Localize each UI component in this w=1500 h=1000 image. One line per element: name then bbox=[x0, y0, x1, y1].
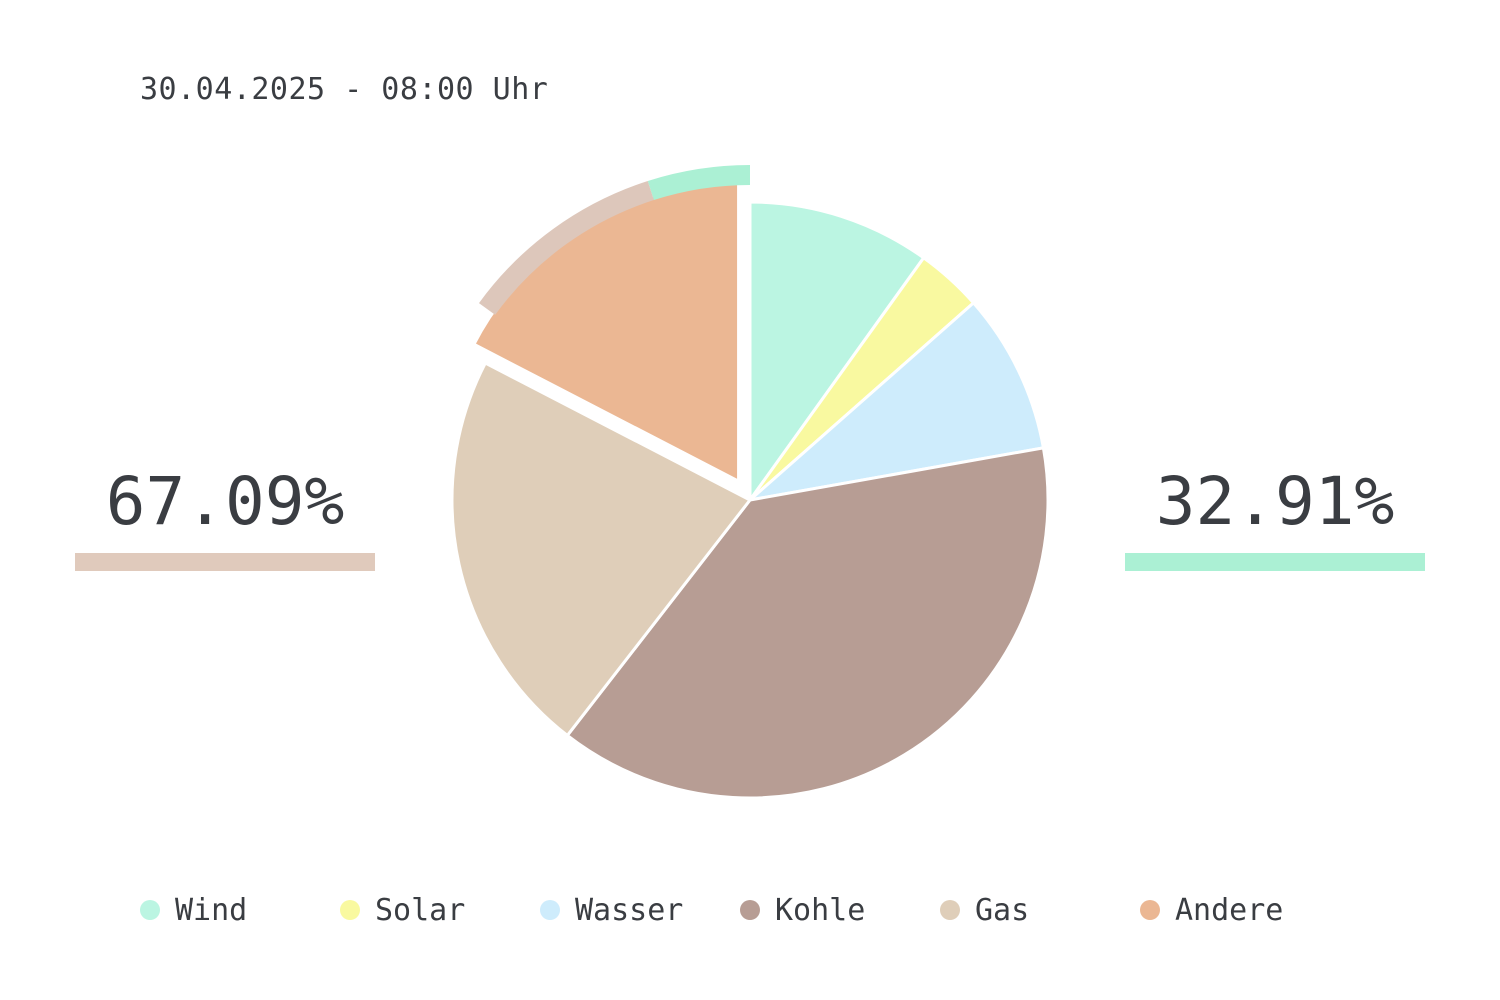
legend-swatch bbox=[540, 900, 560, 920]
legend-label: Wasser bbox=[575, 892, 684, 928]
legend-label: Gas bbox=[975, 892, 1030, 928]
pie-slice-gas bbox=[450, 361, 752, 737]
chart-legend: Wind Solar Wasser Kohle Gas Andere bbox=[0, 888, 1500, 932]
pie-slice-wind bbox=[748, 200, 926, 502]
pie-slice-kohle bbox=[565, 446, 1050, 800]
share-arc-2 bbox=[478, 180, 654, 315]
legend-item-wind: Wind bbox=[140, 888, 247, 932]
left-share-bar bbox=[75, 553, 375, 571]
right-share-value: 32.91% bbox=[1155, 463, 1395, 540]
legend-swatch bbox=[340, 900, 360, 920]
legend-label: Kohle bbox=[775, 892, 866, 928]
legend-item-solar: Solar bbox=[340, 888, 465, 932]
pie-slice-wasser bbox=[748, 301, 1045, 502]
chart-timestamp: 30.04.2025 - 08:00 Uhr bbox=[140, 72, 549, 107]
legend-swatch bbox=[940, 900, 960, 920]
right-share-bar bbox=[1125, 553, 1425, 571]
legend-swatch bbox=[140, 900, 160, 920]
legend-swatch bbox=[1140, 900, 1160, 920]
legend-item-gas: Gas bbox=[940, 888, 1029, 932]
legend-label: Solar bbox=[375, 892, 466, 928]
legend-swatch bbox=[740, 900, 760, 920]
legend-label: Wind bbox=[175, 892, 248, 928]
legend-item-andere: Andere bbox=[1140, 888, 1283, 932]
left-share-value: 67.09% bbox=[105, 463, 345, 540]
share-arc-1 bbox=[647, 165, 751, 201]
legend-item-wasser: Wasser bbox=[540, 888, 683, 932]
legend-item-kohle: Kohle bbox=[740, 888, 865, 932]
legend-label: Andere bbox=[1175, 892, 1284, 928]
